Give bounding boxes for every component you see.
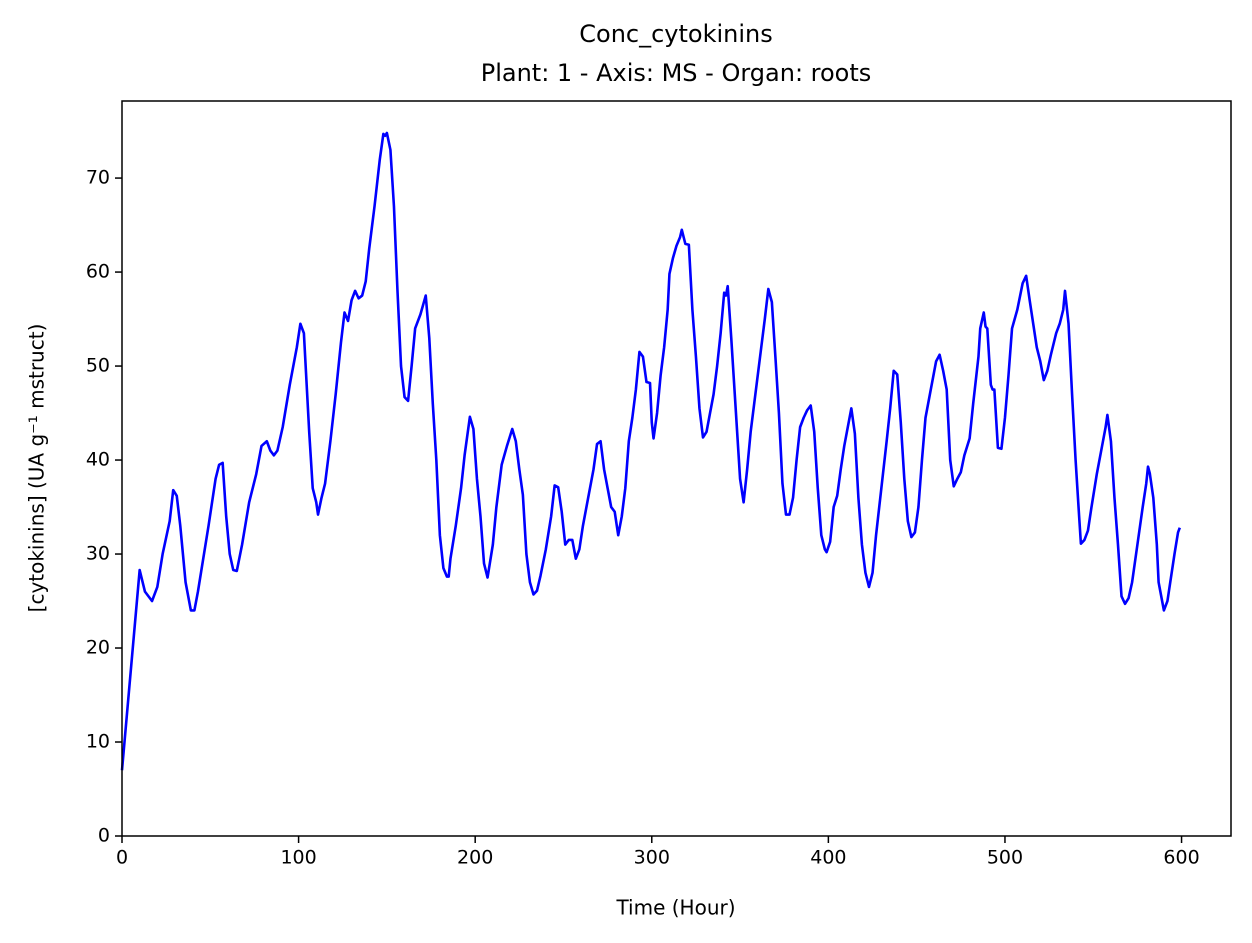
y-tick-label: 30 [86, 543, 110, 565]
x-tick-label: 400 [810, 847, 846, 869]
y-axis-label: [cytokinins] (UA g⁻¹ mstruct) [25, 324, 49, 613]
y-tick-label: 50 [86, 355, 110, 377]
x-tick-label: 300 [634, 847, 670, 869]
x-axis-label: Time (Hour) [615, 896, 735, 920]
x-tick-label: 500 [987, 847, 1023, 869]
y-tick-label: 70 [86, 167, 110, 189]
x-tick-label: 200 [457, 847, 493, 869]
y-tick-label: 20 [86, 637, 110, 659]
y-tick-label: 40 [86, 449, 110, 471]
chart-subtitle: Plant: 1 - Axis: MS - Organ: roots [481, 59, 872, 87]
x-tick-label: 100 [280, 847, 316, 869]
y-tick-label: 60 [86, 261, 110, 283]
y-tick-label: 0 [98, 825, 110, 847]
chart-title: Conc_cytokinins [579, 20, 773, 48]
x-tick-label: 0 [116, 847, 128, 869]
y-tick-label: 10 [86, 731, 110, 753]
plot-frame [121, 100, 1232, 837]
data-line [120, 131, 1182, 771]
x-tick-label: 600 [1163, 847, 1199, 869]
